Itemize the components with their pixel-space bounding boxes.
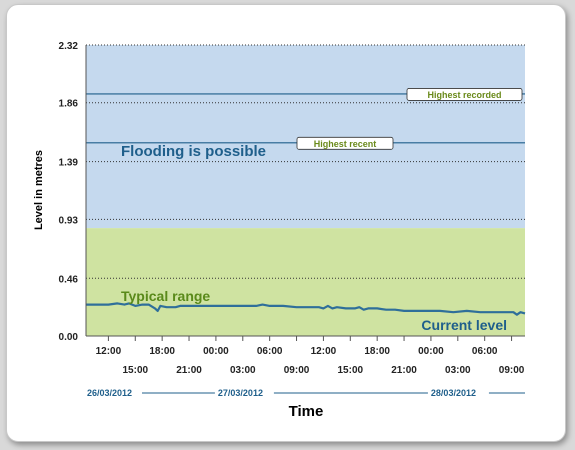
x-tick-label: 06:00 (257, 346, 283, 357)
current-level-label: Current level (421, 317, 507, 333)
threshold-badge (296, 136, 394, 150)
x-tick-label: 18:00 (364, 346, 390, 357)
flooding-zone-label: Flooding is possible (121, 143, 266, 160)
series-layer (86, 302, 526, 316)
x-tick-label: 21:00 (391, 365, 417, 376)
threshold-label: Highest recorded (427, 90, 501, 100)
typical-range-label: Typical range (121, 288, 210, 304)
zone-band-0 (86, 45, 525, 229)
threshold-layer: Highest recorded Highest recent (86, 88, 525, 150)
x-tick-label: 15:00 (338, 365, 364, 376)
x-tick-label: 03:00 (445, 365, 471, 376)
y-axis-label: Level in metres (33, 150, 45, 230)
x-tick-label: 15:00 (122, 365, 148, 376)
x-tick-label: 09:00 (284, 365, 310, 376)
y-tick-label: 1.39 (59, 158, 79, 169)
y-tick-label: 2.32 (59, 41, 79, 52)
threshold-badge (406, 88, 523, 101)
x-tick-label: 09:00 (499, 365, 525, 376)
x-tick-label: 18:00 (149, 346, 175, 357)
x-tick-label: 21:00 (176, 365, 202, 376)
x-tick-label: 03:00 (230, 365, 256, 376)
x-tick-label: 12:00 (96, 346, 122, 357)
y-tick-label: 0.00 (59, 332, 79, 343)
series-line-current-level (86, 302, 526, 316)
date-label: 27/03/2012 (218, 388, 263, 398)
x-tick-label: 12:00 (311, 346, 337, 357)
y-tick-label: 0.93 (59, 215, 79, 226)
zone-band-1 (86, 228, 525, 336)
x-tick-label: 06:00 (472, 346, 498, 357)
date-label: 28/03/2012 (431, 388, 476, 398)
y-tick-label: 1.86 (59, 99, 79, 110)
date-label: 26/03/2012 (87, 388, 132, 398)
y-tick-label: 0.46 (59, 274, 79, 285)
axes-layer: 2.321.861.390.930.460.0012:0015:0018:002… (59, 41, 525, 398)
x-tick-label: 00:00 (418, 346, 444, 357)
threshold-label: Highest recent (314, 139, 377, 149)
x-axis-label: Time (289, 403, 324, 420)
x-tick-label: 00:00 (203, 346, 229, 357)
